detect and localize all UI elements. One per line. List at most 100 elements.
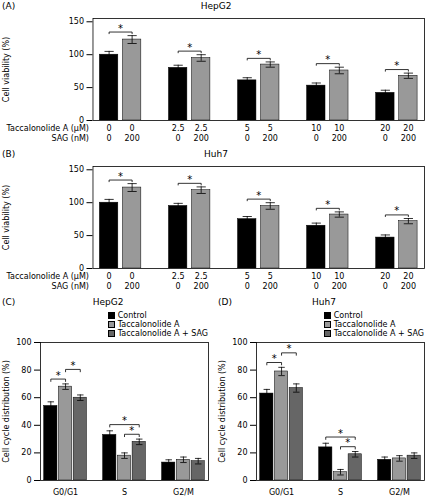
svg-text:2.5: 2.5 bbox=[195, 124, 208, 133]
svg-text:*: * bbox=[286, 343, 291, 354]
html-text:HepG2: HepG2 bbox=[200, 1, 232, 11]
svg-text:2.5: 2.5 bbox=[172, 124, 185, 133]
html-text:Huh7: Huh7 bbox=[204, 149, 228, 159]
svg-text:*: * bbox=[325, 54, 330, 65]
svg-text:G2/M: G2/M bbox=[173, 488, 194, 497]
svg-text:100: 100 bbox=[232, 338, 247, 347]
svg-text:G0/G1: G0/G1 bbox=[269, 488, 294, 497]
svg-text:2.5: 2.5 bbox=[195, 272, 208, 281]
svg-text:0: 0 bbox=[130, 272, 135, 281]
svg-text:*: * bbox=[272, 353, 277, 364]
svg-text:*: * bbox=[345, 437, 350, 448]
html-text:Control: Control bbox=[117, 311, 147, 320]
svg-text:10: 10 bbox=[311, 124, 321, 133]
svg-text:200: 200 bbox=[332, 134, 347, 143]
svg-text:Cell viability (%): Cell viability (%) bbox=[2, 185, 11, 250]
svg-text:Cell cycle distribution (%): Cell cycle distribution (%) bbox=[2, 360, 11, 463]
svg-text:200: 200 bbox=[124, 282, 139, 291]
svg-text:0: 0 bbox=[107, 134, 112, 143]
svg-text:100: 100 bbox=[69, 198, 84, 207]
svg-text:*: * bbox=[256, 190, 261, 201]
svg-text:5: 5 bbox=[245, 272, 250, 281]
svg-text:40: 40 bbox=[237, 421, 247, 430]
svg-text:*: * bbox=[394, 205, 399, 216]
svg-text:0: 0 bbox=[314, 282, 319, 291]
svg-text:*: * bbox=[187, 174, 192, 185]
svg-text:2.5: 2.5 bbox=[172, 272, 185, 281]
svg-text:0: 0 bbox=[314, 134, 319, 143]
svg-text:S: S bbox=[122, 488, 127, 497]
svg-text:5: 5 bbox=[245, 124, 250, 133]
svg-text:*: * bbox=[325, 199, 330, 210]
svg-text:*: * bbox=[187, 42, 192, 53]
svg-text:150: 150 bbox=[69, 17, 84, 26]
svg-text:0: 0 bbox=[107, 282, 112, 291]
svg-text:SAG (nM): SAG (nM) bbox=[51, 134, 89, 143]
svg-text:0: 0 bbox=[383, 282, 388, 291]
svg-text:*: * bbox=[118, 23, 123, 34]
svg-text:200: 200 bbox=[401, 134, 416, 143]
svg-text:80: 80 bbox=[21, 366, 31, 375]
svg-text:20: 20 bbox=[403, 272, 413, 281]
svg-text:80: 80 bbox=[237, 366, 247, 375]
svg-text:20: 20 bbox=[380, 124, 390, 133]
svg-text:200: 200 bbox=[401, 282, 416, 291]
svg-text:20: 20 bbox=[380, 272, 390, 281]
svg-text:5: 5 bbox=[268, 272, 273, 281]
svg-text:*: * bbox=[70, 360, 75, 371]
svg-text:50: 50 bbox=[74, 231, 84, 240]
svg-text:*: * bbox=[394, 60, 399, 71]
html-text:(D): (D) bbox=[218, 297, 232, 307]
svg-text:50: 50 bbox=[74, 83, 84, 92]
svg-text:0: 0 bbox=[176, 134, 181, 143]
svg-text:G0/G1: G0/G1 bbox=[53, 488, 78, 497]
svg-text:0: 0 bbox=[245, 134, 250, 143]
svg-text:G2/M: G2/M bbox=[389, 488, 410, 497]
html-text:HepG2: HepG2 bbox=[92, 297, 124, 307]
svg-text:Taccalonolide A (μM): Taccalonolide A (μM) bbox=[6, 272, 89, 281]
svg-text:0: 0 bbox=[242, 476, 247, 485]
svg-text:0: 0 bbox=[130, 124, 135, 133]
svg-text:100: 100 bbox=[16, 338, 31, 347]
svg-text:0: 0 bbox=[107, 272, 112, 281]
svg-text:0: 0 bbox=[176, 282, 181, 291]
html-text:(C): (C) bbox=[2, 297, 16, 307]
svg-text:5: 5 bbox=[268, 124, 273, 133]
svg-text:*: * bbox=[256, 49, 261, 60]
svg-text:10: 10 bbox=[334, 272, 344, 281]
svg-text:200: 200 bbox=[263, 134, 278, 143]
html-text:Taccalonolide A: Taccalonolide A bbox=[117, 320, 180, 329]
svg-text:60: 60 bbox=[237, 393, 247, 402]
svg-text:200: 200 bbox=[332, 282, 347, 291]
svg-text:Taccalonolide A (μM): Taccalonolide A (μM) bbox=[6, 124, 89, 133]
svg-text:*: * bbox=[118, 171, 123, 182]
svg-text:S: S bbox=[338, 488, 343, 497]
svg-text:40: 40 bbox=[21, 421, 31, 430]
html-text:(A): (A) bbox=[2, 1, 16, 11]
svg-text:10: 10 bbox=[311, 272, 321, 281]
svg-text:200: 200 bbox=[194, 282, 209, 291]
svg-text:0: 0 bbox=[107, 124, 112, 133]
svg-text:SAG (nM): SAG (nM) bbox=[51, 282, 89, 291]
svg-text:200: 200 bbox=[194, 134, 209, 143]
svg-text:20: 20 bbox=[403, 124, 413, 133]
svg-text:*: * bbox=[338, 428, 343, 439]
svg-text:0: 0 bbox=[26, 476, 31, 485]
svg-text:20: 20 bbox=[21, 448, 31, 457]
svg-text:Cell viability (%): Cell viability (%) bbox=[2, 37, 11, 102]
svg-text:0: 0 bbox=[245, 282, 250, 291]
svg-text:20: 20 bbox=[237, 448, 247, 457]
svg-text:0: 0 bbox=[383, 134, 388, 143]
html-text:Huh7: Huh7 bbox=[312, 297, 336, 307]
svg-text:200: 200 bbox=[124, 134, 139, 143]
svg-text:*: * bbox=[129, 425, 134, 436]
svg-text:*: * bbox=[56, 370, 61, 381]
svg-text:*: * bbox=[122, 415, 127, 426]
svg-text:60: 60 bbox=[21, 393, 31, 402]
svg-text:Cell cycle distribution (%): Cell cycle distribution (%) bbox=[218, 360, 227, 463]
html-text:(B): (B) bbox=[2, 149, 16, 159]
svg-text:10: 10 bbox=[334, 124, 344, 133]
svg-text:150: 150 bbox=[69, 165, 84, 174]
svg-text:100: 100 bbox=[69, 50, 84, 59]
svg-text:200: 200 bbox=[263, 282, 278, 291]
